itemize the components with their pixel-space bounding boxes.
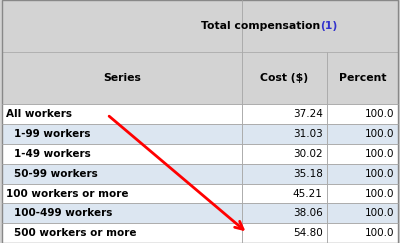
Bar [2, 52, 242, 104]
Bar [327, 52, 398, 104]
Text: 30.02: 30.02 [293, 149, 323, 159]
Text: 100.0: 100.0 [364, 189, 394, 199]
Bar [242, 144, 327, 164]
Text: 100.0: 100.0 [364, 169, 394, 179]
Bar [242, 124, 327, 144]
Bar [242, 0, 398, 52]
Bar [327, 164, 398, 184]
Text: 100-499 workers: 100-499 workers [14, 208, 112, 218]
Bar [327, 124, 398, 144]
Bar [242, 164, 327, 184]
Text: 500 workers or more: 500 workers or more [14, 228, 136, 238]
Text: 37.24: 37.24 [293, 109, 323, 119]
Text: 38.06: 38.06 [293, 208, 323, 218]
Bar [2, 144, 242, 164]
Text: 100 workers or more: 100 workers or more [6, 189, 128, 199]
Bar [242, 52, 327, 104]
Bar [327, 184, 398, 203]
Text: 100.0: 100.0 [364, 109, 394, 119]
Text: 54.80: 54.80 [293, 228, 323, 238]
Text: 31.03: 31.03 [293, 129, 323, 139]
Text: (1): (1) [320, 21, 338, 31]
Bar [242, 203, 327, 223]
Bar [2, 164, 242, 184]
Bar [2, 104, 242, 124]
Bar [242, 104, 327, 124]
Bar [327, 203, 398, 223]
Text: 35.18: 35.18 [293, 169, 323, 179]
Bar [2, 0, 242, 52]
Bar [327, 144, 398, 164]
Text: 1-99 workers: 1-99 workers [14, 129, 90, 139]
Text: 1-49 workers: 1-49 workers [14, 149, 91, 159]
Text: 45.21: 45.21 [293, 189, 323, 199]
Bar [2, 203, 242, 223]
Bar [327, 104, 398, 124]
Bar [2, 223, 242, 243]
Text: 100.0: 100.0 [364, 129, 394, 139]
Bar [242, 184, 327, 203]
Text: All workers: All workers [6, 109, 72, 119]
Text: Cost ($): Cost ($) [260, 73, 308, 83]
Text: Percent: Percent [339, 73, 386, 83]
Bar [242, 223, 327, 243]
Bar [327, 223, 398, 243]
Text: 100.0: 100.0 [364, 149, 394, 159]
Text: Total compensation: Total compensation [200, 21, 320, 31]
Text: 100.0: 100.0 [364, 208, 394, 218]
Text: Series: Series [103, 73, 141, 83]
Bar [2, 184, 242, 203]
Text: 50-99 workers: 50-99 workers [14, 169, 98, 179]
Bar [2, 124, 242, 144]
Text: 100.0: 100.0 [364, 228, 394, 238]
